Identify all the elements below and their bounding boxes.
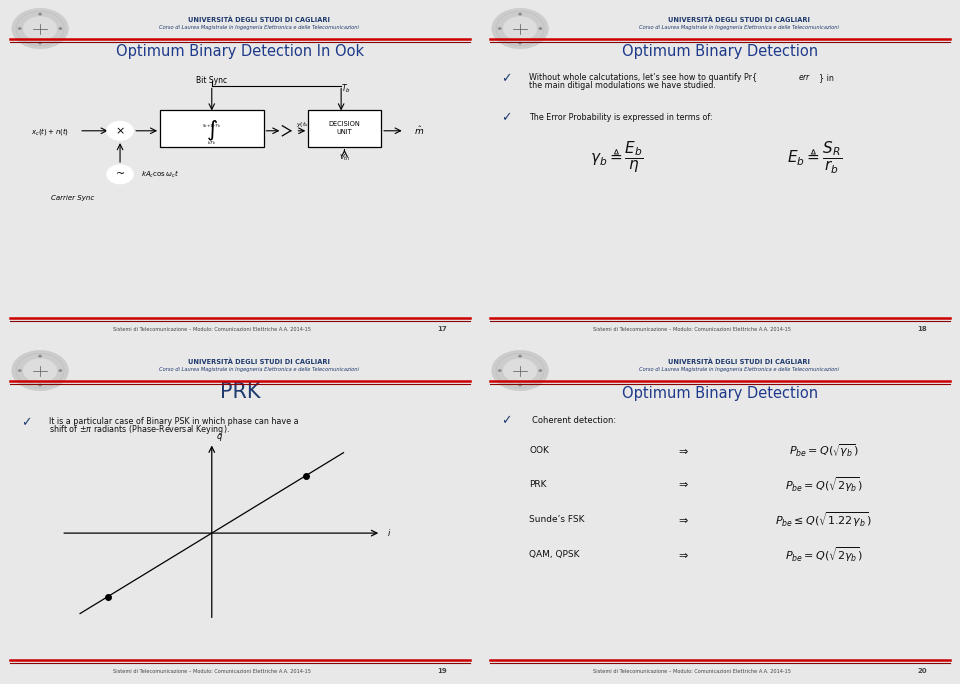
Text: UNIVERSITÀ DEGLI STUDI DI CAGLIARI: UNIVERSITÀ DEGLI STUDI DI CAGLIARI — [188, 17, 330, 23]
FancyBboxPatch shape — [160, 110, 263, 147]
Circle shape — [23, 358, 57, 382]
Text: Without whole calcutations, let’s see how to quantify Pr{: Without whole calcutations, let’s see ho… — [530, 73, 757, 81]
Text: Optimum Binary Detection In Ook: Optimum Binary Detection In Ook — [116, 44, 364, 59]
Circle shape — [518, 42, 522, 44]
Text: Corso di Laurea Magistrale in Ingegneria Elettronica e delle Telecomunicazioni: Corso di Laurea Magistrale in Ingegneria… — [638, 367, 839, 372]
Text: It is a particular case of Binary PSK in which phase can have a: It is a particular case of Binary PSK in… — [50, 417, 300, 426]
Text: $(k{+}1)T_b$: $(k{+}1)T_b$ — [203, 122, 221, 129]
Text: UNIVERSITÀ DEGLI STUDI DI CAGLIARI: UNIVERSITÀ DEGLI STUDI DI CAGLIARI — [188, 359, 330, 365]
Text: Carrier Sync: Carrier Sync — [52, 195, 95, 201]
Text: $\int$: $\int$ — [205, 120, 218, 144]
Text: $E_b \triangleq \dfrac{S_R}{r_b}$: $E_b \triangleq \dfrac{S_R}{r_b}$ — [786, 140, 842, 176]
Text: DECISION
UNIT: DECISION UNIT — [328, 121, 360, 135]
Text: OOK: OOK — [530, 447, 549, 456]
Circle shape — [518, 355, 522, 357]
Text: 20: 20 — [918, 668, 927, 674]
Text: PRK: PRK — [530, 480, 547, 489]
Text: Sistemi di Telecomunicazione – Modulo: Comunicazioni Elettriche A.A. 2014-15: Sistemi di Telecomunicazione – Modulo: C… — [593, 327, 791, 332]
Text: ✓: ✓ — [501, 415, 512, 428]
Text: Optimum Binary Detection: Optimum Binary Detection — [622, 386, 818, 401]
Text: Corso di Laurea Magistrale in Ingegneria Elettronica e delle Telecomunicazioni: Corso di Laurea Magistrale in Ingegneria… — [638, 25, 839, 30]
Text: $P_{be} = Q(\sqrt{2\gamma_b})$: $P_{be} = Q(\sqrt{2\gamma_b})$ — [784, 546, 862, 564]
Text: $\Rightarrow$: $\Rightarrow$ — [676, 514, 689, 525]
Text: $P_{be} = Q(\sqrt{2\gamma_b})$: $P_{be} = Q(\sqrt{2\gamma_b})$ — [784, 475, 862, 494]
Text: Sistemi di Telecomunicazione – Modulo: Comunicazioni Elettriche A.A. 2014-15: Sistemi di Telecomunicazione – Modulo: C… — [593, 669, 791, 674]
Circle shape — [503, 358, 537, 382]
Circle shape — [107, 165, 133, 184]
Circle shape — [492, 350, 548, 391]
Circle shape — [107, 121, 133, 140]
Circle shape — [38, 42, 42, 44]
Text: The Error Probability is expressed in terms of:: The Error Probability is expressed in te… — [530, 113, 713, 122]
Circle shape — [59, 27, 62, 30]
Text: $\times$: $\times$ — [115, 126, 125, 136]
Text: $\gamma_b \triangleq \dfrac{E_b}{\eta}$: $\gamma_b \triangleq \dfrac{E_b}{\eta}$ — [589, 140, 643, 175]
Text: } in: } in — [819, 73, 833, 81]
Text: Optimum Binary Detection: Optimum Binary Detection — [622, 44, 818, 59]
Text: ✓: ✓ — [501, 73, 512, 86]
Circle shape — [12, 8, 68, 49]
Text: ✓: ✓ — [21, 416, 32, 429]
FancyBboxPatch shape — [308, 110, 381, 147]
Text: Sunde’s FSK: Sunde’s FSK — [530, 515, 585, 524]
Circle shape — [18, 27, 21, 30]
Text: $\Rightarrow$: $\Rightarrow$ — [676, 446, 689, 456]
Text: 18: 18 — [918, 326, 927, 332]
Circle shape — [38, 384, 42, 386]
Circle shape — [38, 13, 42, 15]
Text: shift of $\pm\pi$ radiants (Phase-Reversal Keying).: shift of $\pm\pi$ radiants (Phase-Revers… — [50, 423, 230, 436]
Text: i: i — [388, 529, 391, 538]
Text: Coherent detection:: Coherent detection: — [532, 417, 616, 425]
Circle shape — [12, 350, 68, 391]
Text: $\Rightarrow$: $\Rightarrow$ — [676, 550, 689, 560]
Text: PRK: PRK — [220, 382, 260, 402]
Text: $\hat{m}$: $\hat{m}$ — [414, 124, 424, 137]
Circle shape — [518, 384, 522, 386]
Circle shape — [23, 16, 57, 40]
Circle shape — [539, 369, 542, 372]
Text: Sistemi di Telecomunicazione – Modulo: Comunicazioni Elettriche A.A. 2014-15: Sistemi di Telecomunicazione – Modulo: C… — [113, 327, 311, 332]
Circle shape — [518, 13, 522, 15]
Text: $kA_c\cos\omega_c t$: $kA_c\cos\omega_c t$ — [141, 169, 180, 180]
Circle shape — [539, 27, 542, 30]
Text: ~: ~ — [115, 170, 125, 179]
Text: $T_b$: $T_b$ — [341, 83, 351, 95]
Text: UNIVERSITÀ DEGLI STUDI DI CAGLIARI: UNIVERSITÀ DEGLI STUDI DI CAGLIARI — [668, 359, 810, 365]
Text: 17: 17 — [438, 326, 447, 332]
Circle shape — [59, 369, 62, 372]
Text: $\Rightarrow$: $\Rightarrow$ — [676, 479, 689, 490]
Text: $P_{be} = Q(\sqrt{\gamma_b})$: $P_{be} = Q(\sqrt{\gamma_b})$ — [789, 443, 858, 460]
Text: ✓: ✓ — [501, 111, 512, 124]
Text: $y(t_s)$: $y(t_s)$ — [296, 120, 310, 129]
Text: Corso di Laurea Magistrale in Ingegneria Elettronica e delle Telecomunicazioni: Corso di Laurea Magistrale in Ingegneria… — [158, 367, 359, 372]
Text: the main ditigal modulations we have studied.: the main ditigal modulations we have stu… — [530, 81, 716, 90]
Circle shape — [18, 369, 21, 372]
Text: Corso di Laurea Magistrale in Ingegneria Elettronica e delle Telecomunicazioni: Corso di Laurea Magistrale in Ingegneria… — [158, 25, 359, 30]
Text: q: q — [217, 432, 222, 441]
Circle shape — [38, 355, 42, 357]
Circle shape — [498, 27, 501, 30]
Circle shape — [498, 369, 501, 372]
Circle shape — [492, 8, 548, 49]
Circle shape — [503, 16, 537, 40]
Text: Sistemi di Telecomunicazione – Modulo: Comunicazioni Elettriche A.A. 2014-15: Sistemi di Telecomunicazione – Modulo: C… — [113, 669, 311, 674]
Text: 19: 19 — [438, 668, 447, 674]
Text: $x_c(t)+n(t)$: $x_c(t)+n(t)$ — [31, 126, 69, 137]
Text: QAM, QPSK: QAM, QPSK — [530, 551, 580, 560]
Text: $\mathit{err}$: $\mathit{err}$ — [798, 72, 811, 82]
Text: $V_{th}$: $V_{th}$ — [339, 153, 350, 163]
Text: Bit Sync: Bit Sync — [196, 76, 228, 85]
Text: $kT_b$: $kT_b$ — [207, 140, 216, 147]
Text: UNIVERSITÀ DEGLI STUDI DI CAGLIARI: UNIVERSITÀ DEGLI STUDI DI CAGLIARI — [668, 17, 810, 23]
Text: $P_{be} \leq Q(\sqrt{1.22\,\gamma_b})$: $P_{be} \leq Q(\sqrt{1.22\,\gamma_b})$ — [775, 510, 872, 529]
